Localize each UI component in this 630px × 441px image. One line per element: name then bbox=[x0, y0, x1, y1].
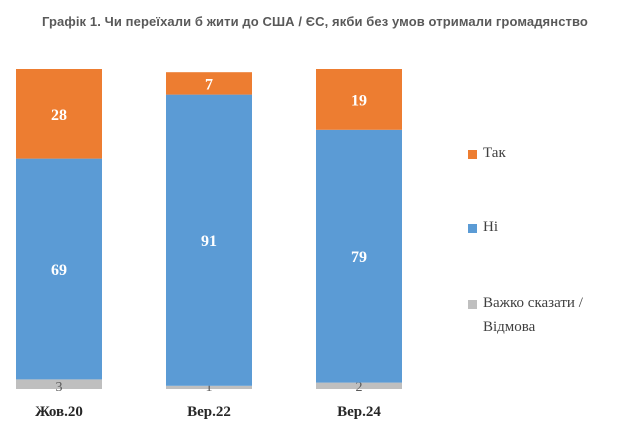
legend-label-hard-to-say: Важко сказати / Відмова bbox=[483, 295, 583, 335]
legend-swatch-yes bbox=[468, 150, 477, 159]
bar-segment-no-0 bbox=[16, 158, 102, 380]
bar-segment-hard-to-say-0 bbox=[16, 379, 102, 389]
bar-segment-yes-2 bbox=[316, 69, 402, 130]
legend-label-no: Ні bbox=[483, 219, 498, 235]
bar-segment-no-1 bbox=[166, 94, 252, 386]
chart-title: Графік 1. Чи переїхали б жити до США / Є… bbox=[42, 14, 588, 29]
bar-segment-no-2 bbox=[316, 129, 402, 383]
data-label-hard-to-say-2: 2 bbox=[356, 380, 363, 395]
legend-item-no: Ні bbox=[468, 219, 628, 239]
legend-label-yes: Так bbox=[483, 145, 506, 161]
data-label-no-0: 69 bbox=[51, 262, 67, 279]
legend-swatch-no bbox=[468, 224, 477, 233]
bar-segment-hard-to-say-2 bbox=[316, 382, 402, 389]
bar-segment-hard-to-say-1 bbox=[166, 385, 252, 389]
data-label-no-2: 79 bbox=[351, 249, 367, 266]
data-label-yes-0: 28 bbox=[51, 107, 67, 124]
bar-segment-yes-0 bbox=[16, 69, 102, 159]
bar-segment-yes-1 bbox=[166, 72, 252, 95]
data-label-hard-to-say-0: 3 bbox=[56, 380, 63, 395]
category-label-0: Жов.20 bbox=[35, 404, 83, 420]
category-label-1: Вер.22 bbox=[187, 404, 231, 420]
legend-item-yes: Так bbox=[468, 145, 628, 165]
legend-swatch-hard-to-say bbox=[468, 300, 477, 309]
data-label-yes-2: 19 bbox=[351, 92, 367, 109]
legend-item-hard-to-say: Важко сказати / Відмова bbox=[468, 295, 628, 339]
data-label-no-1: 91 bbox=[201, 233, 217, 250]
data-label-yes-1: 7 bbox=[205, 76, 213, 93]
data-label-hard-to-say-1: 1 bbox=[206, 380, 213, 395]
category-label-2: Вер.24 bbox=[337, 404, 381, 420]
